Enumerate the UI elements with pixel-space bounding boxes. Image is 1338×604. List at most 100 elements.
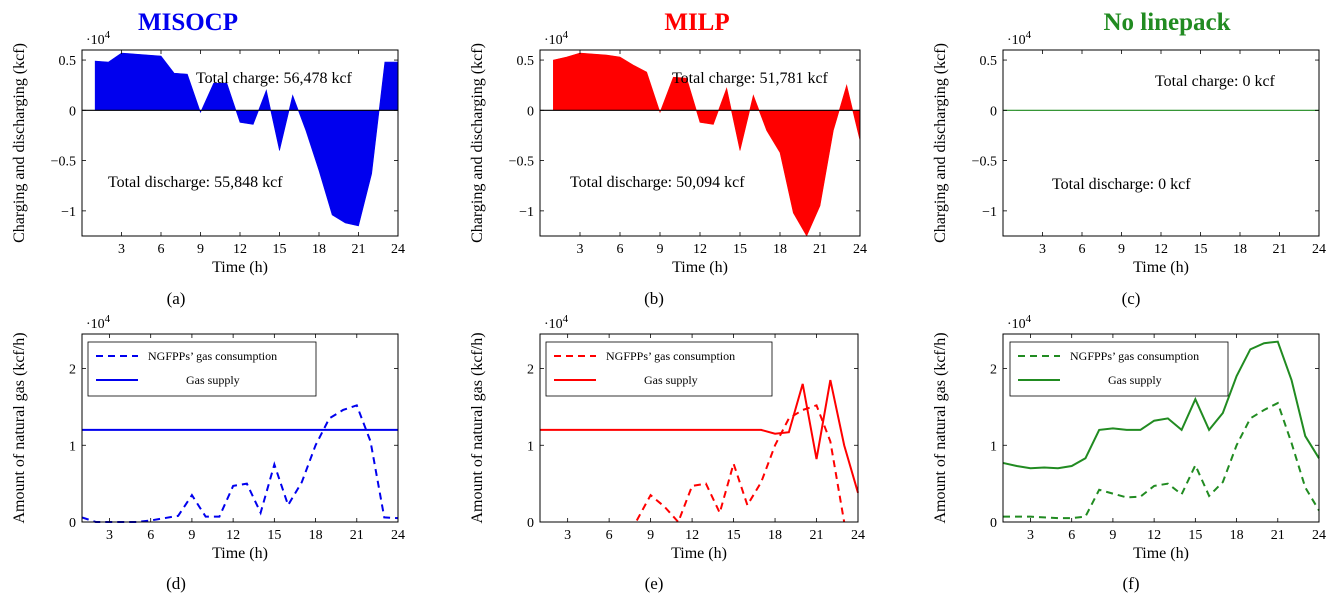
- y-tick-label: 0: [527, 104, 534, 119]
- y-tick-label: −0.5: [51, 155, 76, 170]
- y-tick-label: 2: [527, 363, 534, 378]
- x-tick-label: 12: [1147, 528, 1161, 543]
- y-tick-label: 0.5: [59, 54, 77, 69]
- y-tick-label: 0: [69, 104, 76, 119]
- sublabel-f: (f): [1123, 574, 1140, 593]
- x-axis-label: Time (h): [671, 545, 727, 562]
- x-tick-label: 9: [1118, 242, 1125, 257]
- x-tick-label: 21: [352, 242, 366, 257]
- x-tick-label: 9: [647, 528, 654, 543]
- y-exponent-label: ·104: [544, 313, 569, 332]
- x-tick-label: 12: [233, 242, 247, 257]
- y-tick-label: 1: [990, 439, 997, 454]
- x-tick-label: 18: [309, 528, 323, 543]
- x-tick-label: 3: [106, 528, 113, 543]
- axes-frame: [539, 333, 859, 523]
- x-tick-label: 9: [188, 528, 195, 543]
- y-tick-label: 0: [990, 516, 997, 531]
- y-tick-label: −1: [519, 205, 534, 220]
- legend-label: NGFPPs’ gas consumption: [606, 349, 735, 363]
- y-exponent-label: ·104: [86, 313, 111, 332]
- y-axis-label: Amount of natural gas (kcf/h): [11, 332, 28, 523]
- x-tick-label: 12: [685, 528, 699, 543]
- legend: NGFPPs’ gas consumption Gas supply: [1009, 341, 1229, 397]
- annotation-total-discharge: Total discharge: 55,848 kcf: [108, 174, 283, 191]
- y-tick-label: 1: [527, 439, 534, 454]
- y-tick-label: 0: [69, 516, 76, 531]
- x-tick-label: 21: [813, 242, 827, 257]
- legend-box: [545, 341, 773, 397]
- x-axis-label: Time (h): [212, 259, 268, 276]
- axes-frame: [81, 333, 399, 523]
- series-consumption-line: [635, 404, 846, 524]
- area-series: [94, 52, 399, 227]
- x-axis-label: Time (h): [1133, 545, 1189, 562]
- x-tick-label: 3: [1027, 528, 1034, 543]
- title-no-linepack: No linepack: [1103, 9, 1230, 36]
- sublabel-d: (d): [166, 574, 186, 593]
- x-tick-label: 12: [226, 528, 240, 543]
- x-tick-label: 18: [773, 242, 787, 257]
- sublabel-c: (c): [1122, 289, 1141, 308]
- series-consumption-line: [1003, 401, 1320, 520]
- annotation-total-charge: Total charge: 56,478 kcf: [196, 70, 353, 87]
- x-tick-label: 24: [1312, 528, 1326, 543]
- y-tick-label: 0: [990, 104, 997, 119]
- series-supply-line: [540, 379, 859, 494]
- y-exponent-label: ·104: [1007, 29, 1032, 48]
- legend-label: Gas supply: [186, 373, 240, 387]
- x-tick-label: 12: [1154, 242, 1168, 257]
- x-tick-label: 3: [564, 528, 571, 543]
- title-misocp: MISOCP: [138, 9, 238, 36]
- x-tick-label: 3: [118, 242, 125, 257]
- legend-box: [1009, 341, 1229, 397]
- chart-a: Total charge: 56,478 kcf Total discharge:…: [11, 29, 405, 276]
- y-tick-label: −0.5: [972, 155, 997, 170]
- legend: NGFPPs’ gas consumption Gas supply: [545, 341, 773, 397]
- y-exponent-label: ·104: [1007, 313, 1032, 332]
- y-tick-label: −1: [61, 205, 76, 220]
- y-axis-label: Charging and discharging (kcf): [469, 43, 486, 243]
- x-tick-label: 15: [1188, 528, 1202, 543]
- y-axis-label: Amount of natural gas (kcf/h): [469, 332, 486, 523]
- x-tick-label: 3: [1039, 242, 1046, 257]
- x-tick-label: 12: [693, 242, 707, 257]
- x-tick-label: 21: [1273, 242, 1287, 257]
- x-tick-label: 15: [733, 242, 747, 257]
- y-tick-label: −1: [982, 205, 997, 220]
- legend-label: Gas supply: [1108, 373, 1162, 387]
- x-tick-label: 6: [617, 242, 624, 257]
- sublabel-a: (a): [167, 289, 186, 308]
- annotation-total-discharge: Total discharge: 50,094 kcf: [570, 174, 745, 191]
- x-tick-label: 15: [267, 528, 281, 543]
- sublabel-b: (b): [644, 289, 664, 308]
- area-series: [553, 52, 861, 237]
- y-tick-label: −0.5: [509, 155, 534, 170]
- annotation-total-discharge: Total discharge: 0 kcf: [1052, 176, 1191, 193]
- y-exponent-label: ·104: [544, 29, 569, 48]
- x-axis-label: Time (h): [672, 259, 728, 276]
- x-tick-label: 6: [1068, 528, 1075, 543]
- x-tick-label: 9: [1109, 528, 1116, 543]
- x-tick-label: 21: [350, 528, 364, 543]
- legend-label: NGFPPs’ gas consumption: [1070, 349, 1199, 363]
- series-consumption-line: [81, 404, 399, 523]
- x-tick-label: 6: [606, 528, 613, 543]
- y-exponent-label: ·104: [86, 29, 111, 48]
- y-axis-label: Charging and discharging (kcf): [932, 43, 949, 243]
- y-tick-label: 2: [69, 363, 76, 378]
- x-tick-label: 18: [312, 242, 326, 257]
- legend-box: [87, 341, 317, 397]
- y-tick-label: 0: [527, 516, 534, 531]
- x-tick-label: 18: [768, 528, 782, 543]
- sublabel-e: (e): [645, 574, 664, 593]
- x-tick-label: 24: [853, 242, 867, 257]
- x-axis-label: Time (h): [1133, 259, 1189, 276]
- x-tick-label: 6: [158, 242, 165, 257]
- x-tick-label: 18: [1230, 528, 1244, 543]
- annotation-total-charge: Total charge: 0 kcf: [1155, 73, 1276, 90]
- x-tick-label: 15: [273, 242, 287, 257]
